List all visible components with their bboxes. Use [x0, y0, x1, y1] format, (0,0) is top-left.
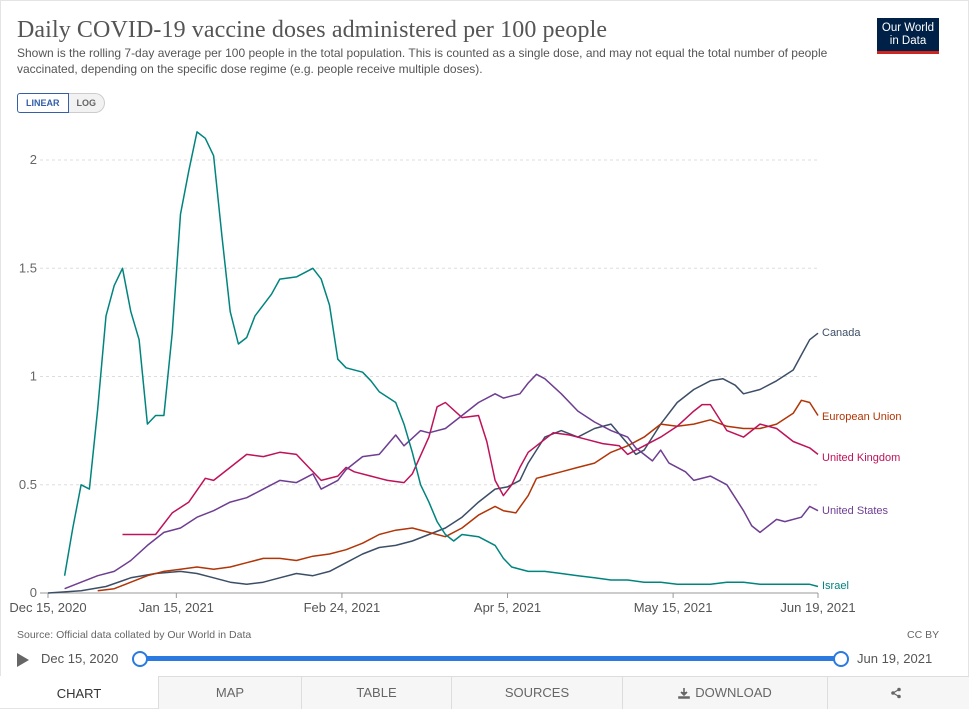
tab-download-label: DOWNLOAD: [695, 685, 772, 700]
tab-map[interactable]: MAP: [158, 677, 301, 709]
line-chart: 0 0.5 1 1.5 2 Dec 15, 2020 Jan 15, 2021 Feb 24…: [9, 131, 902, 615]
tab-chart[interactable]: CHART: [0, 676, 158, 708]
linear-scale-button[interactable]: LINEAR: [17, 93, 69, 113]
scale-toggle: LINEAR LOG: [17, 93, 105, 113]
timeline-start-handle[interactable]: [132, 651, 148, 667]
timeline-start-label: Dec 15, 2020: [41, 651, 119, 666]
tab-bar: CHART MAP TABLE SOURCES DOWNLOAD: [0, 676, 969, 709]
x-tick-label: Feb 24, 2021: [304, 600, 381, 615]
series-label-canada: Canada: [822, 327, 861, 339]
x-tick-label: Dec 15, 2020: [9, 600, 86, 615]
license-link[interactable]: CC BY: [907, 629, 940, 641]
share-icon: [891, 687, 901, 699]
y-tick-label: 1: [30, 369, 37, 384]
y-tick-label: 1.5: [19, 260, 37, 275]
source-note: Source: Official data collated by Our Wo…: [17, 629, 252, 641]
timeline: Dec 15, 2020 Jun 19, 2021: [17, 649, 947, 671]
series-label-israel: Israel: [822, 580, 849, 592]
owid-logo[interactable]: Our World in Data: [877, 18, 939, 54]
x-axis-ticks: Dec 15, 2020 Jan 15, 2021 Feb 24, 2021 Apr …: [9, 593, 856, 615]
timeline-track[interactable]: [139, 656, 841, 661]
series-line-european-union: [97, 399, 819, 592]
series-line-united-kingdom: [122, 401, 819, 536]
tab-table[interactable]: TABLE: [301, 677, 451, 709]
y-tick-label: 2: [30, 152, 37, 167]
play-icon[interactable]: [17, 653, 29, 667]
log-scale-button[interactable]: LOG: [68, 93, 105, 113]
x-tick-label: Jun 19, 2021: [780, 600, 855, 615]
tab-share[interactable]: [827, 677, 969, 709]
series-line-israel: [63, 131, 819, 588]
x-tick-label: Apr 5, 2021: [474, 600, 541, 615]
y-tick-label: 0: [30, 585, 37, 600]
timeline-end-handle[interactable]: [833, 651, 849, 667]
series-line-united-states: [64, 373, 819, 590]
series-label-european-union: European Union: [822, 411, 902, 423]
chart-subtitle: Shown is the rolling 7-day average per 1…: [17, 46, 828, 76]
series-label-united-states: United States: [822, 505, 889, 517]
logo-line1: Our World: [881, 22, 935, 34]
y-axis-ticks: 0 0.5 1 1.5 2: [19, 152, 37, 600]
grid-lines: [40, 159, 818, 594]
series-line-canada: [47, 332, 819, 594]
x-tick-label: Jan 15, 2021: [139, 600, 214, 615]
chart-title: Daily COVID-19 vaccine doses administere…: [17, 17, 608, 43]
x-tick-label: May 15, 2021: [634, 600, 713, 615]
tab-sources[interactable]: SOURCES: [451, 677, 622, 709]
y-tick-label: 0.5: [19, 477, 37, 492]
series-label-united-kingdom: United Kingdom: [822, 452, 900, 464]
series-lines: [47, 131, 819, 594]
download-icon: [678, 688, 691, 699]
logo-line2: in Data: [889, 35, 927, 47]
timeline-end-label: Jun 19, 2021: [857, 651, 933, 666]
series-labels: Canada European Union United Kingdom United…: [822, 327, 902, 592]
tab-download[interactable]: DOWNLOAD: [622, 677, 827, 709]
